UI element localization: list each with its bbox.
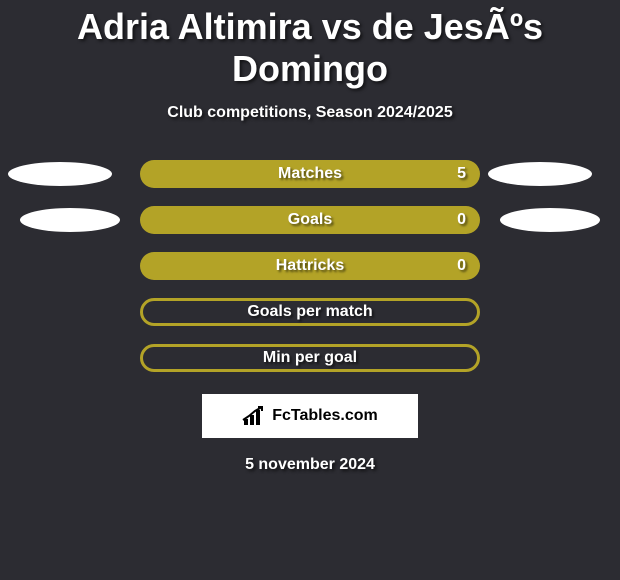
stat-row: Hattricks0 <box>0 252 620 280</box>
date-text: 5 november 2024 <box>0 456 620 474</box>
right-ellipse <box>488 162 592 186</box>
right-ellipse <box>500 208 600 232</box>
stat-bar: Goals per match <box>140 298 480 326</box>
left-ellipse <box>20 208 120 232</box>
brand-box: FcTables.com <box>202 394 418 438</box>
stat-label: Matches <box>140 165 480 183</box>
stat-bar: Min per goal <box>140 344 480 372</box>
page-title: Adria Altimira vs de JesÃºs Domingo <box>0 0 620 90</box>
stat-label: Goals per match <box>143 303 477 321</box>
stat-value: 5 <box>457 165 466 183</box>
stat-row: Goals per match <box>0 298 620 326</box>
stat-label: Min per goal <box>143 349 477 367</box>
stat-value: 0 <box>457 211 466 229</box>
stat-value: 0 <box>457 257 466 275</box>
stat-row: Matches5 <box>0 160 620 188</box>
stat-label: Goals <box>140 211 480 229</box>
stat-row: Goals0 <box>0 206 620 234</box>
brand-text: FcTables.com <box>272 407 378 425</box>
stat-bar: Hattricks0 <box>140 252 480 280</box>
brand-icon <box>242 405 266 427</box>
stat-bar: Goals0 <box>140 206 480 234</box>
stat-label: Hattricks <box>140 257 480 275</box>
page-subtitle: Club competitions, Season 2024/2025 <box>0 104 620 122</box>
stat-row: Min per goal <box>0 344 620 372</box>
stat-bar: Matches5 <box>140 160 480 188</box>
left-ellipse <box>8 162 112 186</box>
stat-rows: Matches5Goals0Hattricks0Goals per matchM… <box>0 160 620 372</box>
